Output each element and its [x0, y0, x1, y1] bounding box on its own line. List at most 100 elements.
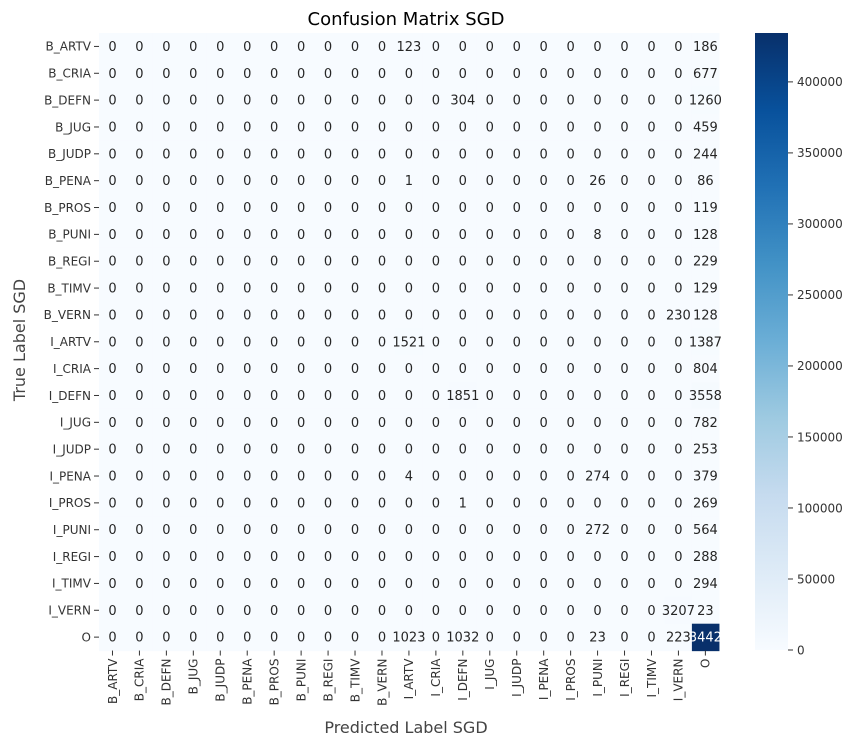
cell-value: 0 [620, 120, 628, 135]
cell-value: 0 [459, 604, 467, 619]
heatmap-cell [664, 355, 693, 383]
cell-value: 0 [135, 67, 143, 82]
heatmap-cell [530, 543, 558, 571]
cell-value: 0 [674, 470, 682, 485]
cell-value: 0 [162, 120, 170, 135]
heatmap-cell [611, 355, 639, 383]
heatmap-cell [233, 596, 262, 625]
cell-value: 0 [540, 255, 548, 270]
heatmap-cell [233, 301, 262, 329]
heatmap-cell [638, 596, 666, 625]
cell-value: 0 [593, 94, 601, 109]
heatmap-cell [260, 140, 289, 168]
cell-value: 0 [216, 228, 224, 243]
cell-value: 0 [270, 228, 278, 243]
cell-value: 0 [540, 40, 548, 55]
heatmap-cell [99, 140, 127, 168]
cell-value: 0 [486, 389, 494, 404]
heatmap-cell [314, 543, 343, 571]
cell-value: 0 [324, 577, 332, 592]
heatmap-cell [449, 167, 477, 195]
cell-value: 0 [108, 67, 116, 82]
cell-value: 0 [620, 67, 628, 82]
cell-value: 0 [108, 389, 116, 404]
cell-value: 0 [135, 282, 143, 297]
heatmap-cell [691, 113, 720, 141]
cell-value: 0 [270, 40, 278, 55]
cell-value: 0 [405, 496, 413, 511]
colorbar-tick-label: 400000 [797, 75, 843, 89]
cell-value: 0 [405, 389, 413, 404]
heatmap-cell [530, 435, 558, 464]
heatmap-cell [638, 59, 666, 88]
cell-value: 0 [162, 67, 170, 82]
cell-value: 0 [378, 174, 386, 189]
cell-value: 0 [513, 147, 521, 162]
cell-value: 0 [189, 308, 197, 323]
cell-value: 0 [513, 228, 521, 243]
cell-value: 0 [566, 94, 574, 109]
heatmap-cell [422, 328, 450, 356]
heatmap-cell [664, 194, 693, 222]
heatmap-cell [691, 59, 720, 88]
cell-value: 3558 [689, 389, 722, 404]
cell-value: 0 [324, 362, 332, 377]
cell-value: 0 [405, 228, 413, 243]
heatmap-cell [691, 570, 720, 598]
cell-value: 0 [108, 94, 116, 109]
heatmap-cell [260, 623, 289, 652]
cell-value: 0 [270, 631, 278, 646]
cell-value: 0 [135, 470, 143, 485]
heatmap-cell [638, 113, 666, 141]
heatmap-cell [611, 570, 639, 598]
cell-value: 0 [162, 496, 170, 511]
cell-value: 0 [189, 174, 197, 189]
cell-value: 0 [270, 120, 278, 135]
heatmap-cell [314, 462, 343, 491]
heatmap-cell [260, 113, 289, 141]
heatmap-cell [125, 247, 154, 276]
cell-value: 0 [513, 523, 521, 538]
cell-value: 244 [693, 147, 718, 162]
heatmap-cell [476, 113, 504, 141]
cell-value: 0 [593, 443, 601, 458]
heatmap-cell [584, 328, 612, 356]
heatmap-cell [206, 247, 235, 276]
y-tick-label: B_ARTV [46, 40, 92, 54]
heatmap-cell [233, 328, 262, 356]
cell-value: 0 [351, 67, 359, 82]
heatmap-cell [664, 220, 693, 249]
cell-value: 0 [243, 147, 251, 162]
heatmap-cell [638, 355, 666, 383]
cell-value: 0 [297, 577, 305, 592]
heatmap-cell [611, 247, 639, 276]
heatmap-cell [260, 301, 289, 329]
cell-value: 0 [647, 443, 655, 458]
heatmap-cell [287, 194, 316, 222]
cell-value: 0 [216, 201, 224, 216]
cell-value: 804 [693, 362, 718, 377]
heatmap-cell [341, 247, 370, 276]
cell-value: 3207 [662, 604, 695, 619]
heatmap-cell [449, 274, 477, 303]
heatmap-cell [99, 274, 127, 303]
heatmap-cell [611, 301, 639, 329]
cell-value: 0 [540, 362, 548, 377]
cell-value: 0 [108, 120, 116, 135]
cell-value: 0 [378, 201, 386, 216]
heatmap-cell [395, 140, 423, 168]
heatmap-cell [584, 247, 612, 276]
heatmap-cell [125, 570, 154, 598]
heatmap-cell [395, 113, 423, 141]
heatmap-cell [664, 247, 693, 276]
heatmap-cell [530, 301, 558, 329]
heatmap-cell [287, 570, 316, 598]
cell-value: 0 [540, 416, 548, 431]
heatmap-cell [179, 301, 208, 329]
cell-value: 0 [270, 255, 278, 270]
heatmap-cell [152, 247, 181, 276]
cell-value: 26 [589, 174, 606, 189]
heatmap-cell [422, 596, 450, 625]
heatmap-cell [691, 274, 720, 303]
heatmap-cell [557, 543, 585, 571]
